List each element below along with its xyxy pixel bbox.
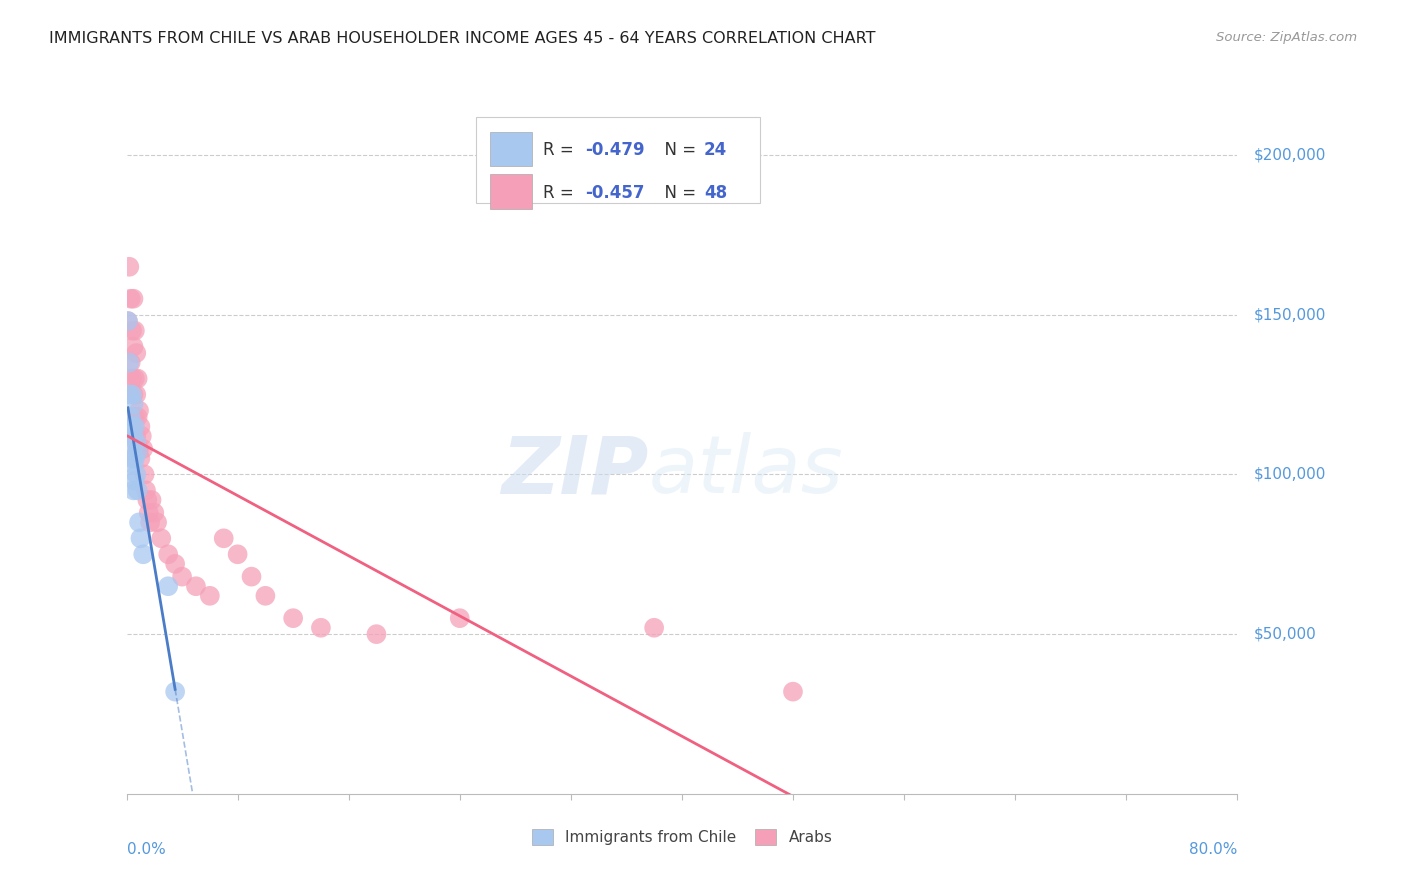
- Point: [117, 314, 139, 328]
- Point: [120, 409, 142, 424]
- Point: [184, 579, 207, 593]
- Point: [226, 547, 249, 561]
- Point: [124, 409, 146, 424]
- Point: [212, 531, 235, 545]
- Text: -0.479: -0.479: [585, 141, 645, 159]
- Text: $100,000: $100,000: [1254, 467, 1326, 482]
- Point: [117, 314, 139, 328]
- Point: [132, 547, 155, 561]
- Text: N =: N =: [654, 184, 702, 202]
- Text: 0.0%: 0.0%: [127, 842, 166, 857]
- Point: [122, 292, 145, 306]
- Point: [782, 684, 804, 698]
- Point: [122, 340, 145, 354]
- Point: [127, 371, 149, 385]
- FancyBboxPatch shape: [489, 175, 531, 209]
- Point: [131, 429, 153, 443]
- Point: [125, 429, 148, 443]
- Point: [165, 684, 187, 698]
- Point: [118, 387, 141, 401]
- Point: [157, 579, 180, 593]
- Point: [643, 621, 665, 635]
- Point: [128, 442, 150, 456]
- Text: 80.0%: 80.0%: [1189, 842, 1237, 857]
- Point: [449, 611, 471, 625]
- Point: [122, 429, 145, 443]
- Point: [138, 506, 160, 520]
- Point: [132, 442, 155, 456]
- Text: 48: 48: [704, 184, 727, 202]
- Point: [121, 419, 143, 434]
- Point: [157, 547, 180, 561]
- FancyBboxPatch shape: [489, 131, 531, 166]
- Text: Source: ZipAtlas.com: Source: ZipAtlas.com: [1216, 31, 1357, 45]
- Point: [121, 387, 143, 401]
- Text: 24: 24: [704, 141, 727, 159]
- Point: [139, 516, 162, 530]
- Point: [366, 627, 388, 641]
- Point: [128, 516, 150, 530]
- Point: [121, 371, 143, 385]
- Point: [127, 445, 149, 459]
- Point: [118, 356, 141, 370]
- Point: [125, 346, 148, 360]
- Point: [143, 506, 166, 520]
- Text: R =: R =: [543, 184, 579, 202]
- Point: [309, 621, 332, 635]
- Point: [127, 483, 149, 498]
- Text: R =: R =: [543, 141, 579, 159]
- Point: [129, 451, 152, 466]
- Point: [122, 483, 145, 498]
- Point: [125, 435, 148, 450]
- Point: [240, 569, 263, 583]
- Point: [134, 467, 156, 482]
- Text: $200,000: $200,000: [1254, 147, 1326, 162]
- Point: [254, 589, 277, 603]
- Point: [122, 397, 145, 411]
- Point: [141, 493, 163, 508]
- Point: [121, 451, 143, 466]
- Legend: Immigrants from Chile, Arabs: Immigrants from Chile, Arabs: [526, 823, 838, 852]
- Text: N =: N =: [654, 141, 702, 159]
- Text: ZIP: ZIP: [501, 432, 648, 510]
- Point: [146, 516, 169, 530]
- Point: [124, 324, 146, 338]
- Point: [125, 467, 148, 482]
- Text: $50,000: $50,000: [1254, 627, 1316, 641]
- Point: [124, 474, 146, 488]
- Text: IMMIGRANTS FROM CHILE VS ARAB HOUSEHOLDER INCOME AGES 45 - 64 YEARS CORRELATION : IMMIGRANTS FROM CHILE VS ARAB HOUSEHOLDE…: [49, 31, 876, 46]
- Text: $150,000: $150,000: [1254, 307, 1326, 322]
- Point: [124, 451, 146, 466]
- Point: [150, 531, 173, 545]
- Point: [198, 589, 221, 603]
- Point: [120, 292, 142, 306]
- Point: [129, 419, 152, 434]
- Point: [136, 493, 159, 508]
- Point: [281, 611, 304, 625]
- Point: [118, 260, 141, 274]
- Point: [127, 442, 149, 456]
- Text: -0.457: -0.457: [585, 184, 645, 202]
- Point: [122, 387, 145, 401]
- Point: [124, 371, 146, 385]
- Point: [125, 387, 148, 401]
- Point: [165, 557, 187, 571]
- Point: [129, 531, 152, 545]
- Point: [121, 324, 143, 338]
- Point: [135, 483, 157, 498]
- Point: [172, 569, 194, 583]
- Point: [127, 409, 149, 424]
- FancyBboxPatch shape: [477, 118, 759, 203]
- Point: [120, 356, 142, 370]
- Point: [122, 458, 145, 472]
- Text: atlas: atlas: [648, 432, 844, 510]
- Point: [120, 442, 142, 456]
- Point: [128, 403, 150, 417]
- Point: [124, 419, 146, 434]
